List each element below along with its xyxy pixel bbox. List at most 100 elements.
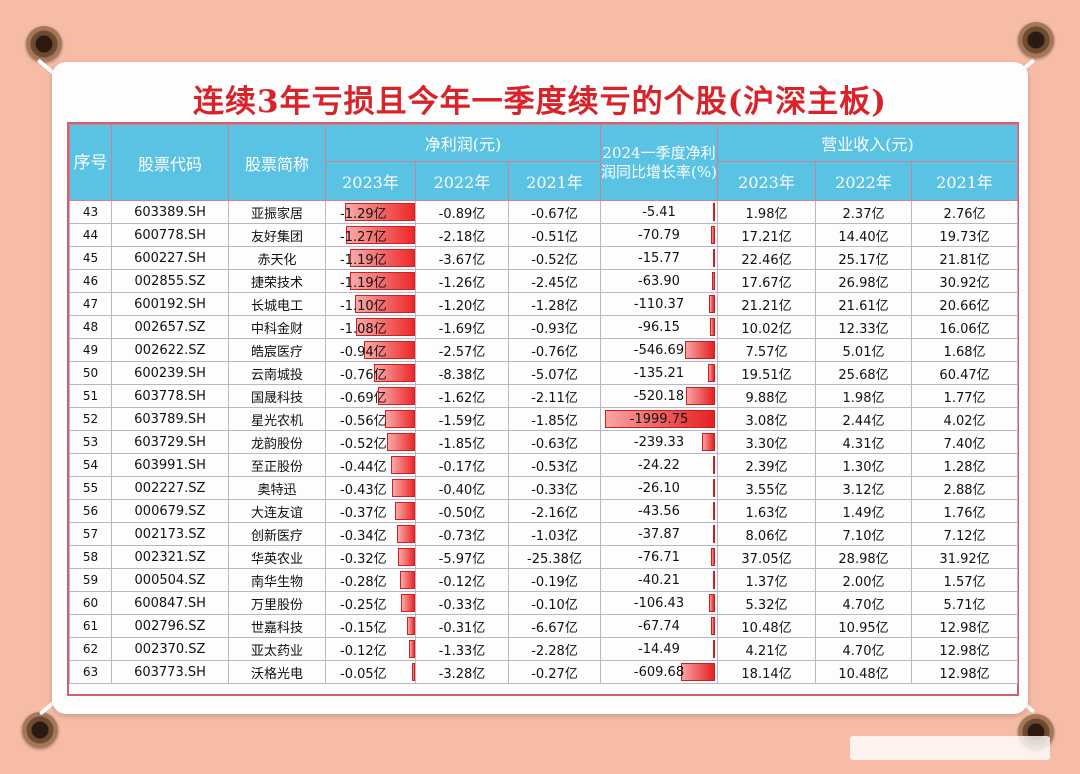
np-2023-bar (350, 272, 415, 290)
growth-value: -96.15 (638, 319, 680, 335)
cell-name: 长城电工 (228, 292, 326, 316)
np-2023-bar (396, 525, 415, 543)
np-2023-bar (345, 203, 415, 221)
np-2023-value: -0.52亿 (340, 436, 387, 452)
growth-value: -1999.75 (629, 411, 689, 427)
cell-seq: 55 (69, 476, 112, 500)
np-2023-bar (364, 341, 415, 359)
cell-rev-2022: 4.70亿 (815, 591, 913, 615)
cell-code: 603773.SH (111, 660, 229, 684)
poster-board: 连续3年亏损且今年一季度续亏的个股(沪深主板) 序号 股票代码 股票简称 净利润… (52, 62, 1028, 714)
cell-rev-2022: 10.48亿 (815, 660, 913, 684)
np-2023-value: -0.32亿 (340, 551, 387, 567)
header-name: 股票简称 (228, 124, 326, 201)
cell-code: 600778.SH (111, 223, 229, 247)
np-2023-bar (386, 433, 415, 451)
cell-np-2022: -1.20亿 (415, 292, 509, 316)
cell-growth: -14.49 (600, 637, 719, 661)
cell-np-2021: -0.63亿 (507, 430, 602, 454)
cell-seq: 62 (69, 637, 112, 661)
growth-bar (701, 433, 716, 451)
np-2023-bar (350, 249, 415, 267)
cell-name: 赤天化 (228, 246, 326, 270)
cell-rev-2021: 4.02亿 (911, 407, 1019, 431)
cell-np-2022: -0.17亿 (415, 453, 509, 477)
cell-growth: -135.21 (600, 361, 719, 385)
cell-rev-2021: 2.88亿 (911, 476, 1019, 500)
cell-name: 亚太药业 (228, 637, 326, 661)
growth-bar (710, 548, 716, 566)
np-2023-value: -0.25亿 (340, 597, 387, 613)
table-row: 45 600227.SH 赤天化 -1.19亿 -3.67亿 -0.52亿 -15.77 22… (69, 246, 1019, 270)
cell-name: 大连友谊 (228, 499, 326, 523)
growth-value: -609.68 (633, 664, 685, 680)
growth-value: -106.43 (633, 595, 685, 611)
cell-np-2021: -2.45亿 (507, 269, 602, 293)
cell-np-2022: -0.40亿 (415, 476, 509, 500)
cell-np-2022: -1.85亿 (415, 430, 509, 454)
cell-rev-2022: 21.61亿 (815, 292, 913, 316)
table-row: 50 600239.SH 云南城投 -0.76亿 -8.38亿 -5.07亿 -135.21… (69, 361, 1019, 385)
growth-bar (709, 594, 716, 612)
cell-growth: -520.18 (600, 384, 719, 408)
growth-bar (712, 571, 716, 589)
cell-growth: -1999.75 (600, 407, 719, 431)
header-rev-2023: 2023年 (717, 161, 817, 201)
np-2023-value: -0.56亿 (340, 413, 387, 429)
cell-np-2021: -5.07亿 (507, 361, 602, 385)
cell-seq: 63 (69, 660, 112, 684)
cell-growth: -67.74 (600, 614, 719, 638)
table-row: 59 000504.SZ 南华生物 -0.28亿 -0.12亿 -0.19亿 -40.21 1… (69, 568, 1019, 592)
cell-rev-2021: 12.98亿 (911, 637, 1019, 661)
np-2023-bar (412, 663, 415, 681)
np-2023-value: -0.94亿 (340, 344, 387, 360)
cell-np-2023: -0.34亿 (325, 522, 416, 546)
header-np-2021: 2021年 (507, 161, 602, 201)
cell-rev-2021: 60.47亿 (911, 361, 1019, 385)
cell-seq: 50 (69, 361, 112, 385)
cell-rev-2021: 21.81亿 (911, 246, 1019, 270)
cell-code: 002227.SZ (111, 476, 229, 500)
cell-seq: 52 (69, 407, 112, 431)
cell-growth: -106.43 (600, 591, 719, 615)
np-2023-bar (399, 571, 415, 589)
cell-rev-2022: 25.68亿 (815, 361, 913, 385)
np-2023-value: -1.27亿 (340, 229, 387, 245)
cell-growth: -37.87 (600, 522, 719, 546)
cell-rev-2023: 8.06亿 (717, 522, 817, 546)
header-seq: 序号 (69, 124, 112, 201)
cell-rev-2021: 5.71亿 (911, 591, 1019, 615)
cell-rev-2021: 12.98亿 (911, 614, 1019, 638)
cell-growth: -5.41 (600, 200, 719, 224)
cell-rev-2022: 28.98亿 (815, 545, 913, 569)
cell-growth: -546.69 (600, 338, 719, 362)
cell-rev-2023: 1.37亿 (717, 568, 817, 592)
cell-np-2022: -1.62亿 (415, 384, 509, 408)
growth-bar (713, 479, 716, 497)
growth-bar (713, 640, 716, 658)
np-2023-value: -1.19亿 (340, 275, 387, 291)
cell-np-2021: -2.11亿 (507, 384, 602, 408)
np-2023-bar (356, 318, 415, 336)
table-row: 52 603789.SH 星光农机 -0.56亿 -1.59亿 -1.85亿 -1999.7… (69, 407, 1019, 431)
growth-bar (684, 341, 716, 359)
header-net-profit: 净利润(元) (324, 124, 602, 162)
growth-bar (713, 203, 716, 221)
cell-seq: 44 (69, 223, 112, 247)
cell-growth: -63.90 (600, 269, 719, 293)
cell-code: 600239.SH (111, 361, 229, 385)
cell-np-2022: -0.73亿 (415, 522, 509, 546)
cell-np-2023: -1.19亿 (325, 246, 416, 270)
growth-value: -67.74 (638, 618, 680, 634)
cell-np-2022: -0.33亿 (415, 591, 509, 615)
cell-name: 友好集团 (228, 223, 326, 247)
np-2023-value: -0.43亿 (340, 482, 387, 498)
growth-value: -76.71 (638, 549, 680, 565)
header-rev-2022: 2022年 (815, 161, 913, 201)
cell-np-2022: -1.33亿 (415, 637, 509, 661)
cell-rev-2023: 17.67亿 (717, 269, 817, 293)
table-row: 47 600192.SH 长城电工 -1.10亿 -1.20亿 -1.28亿 -110.37… (69, 292, 1019, 316)
growth-bar (681, 663, 716, 681)
cell-name: 万里股份 (228, 591, 326, 615)
cell-rev-2022: 2.00亿 (815, 568, 913, 592)
